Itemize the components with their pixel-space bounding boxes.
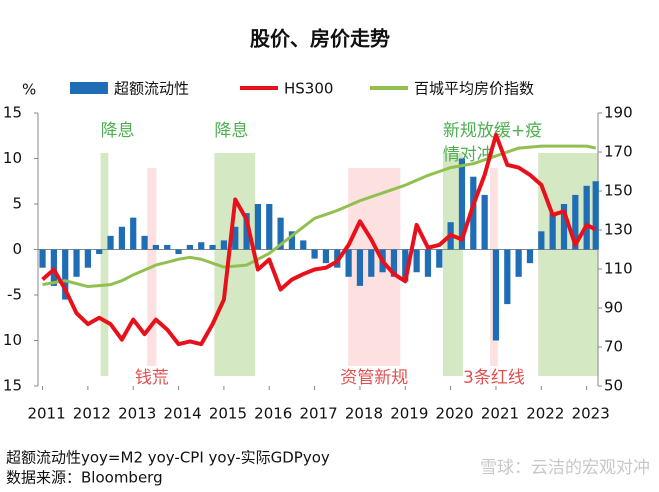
bar — [232, 226, 239, 250]
line — [41, 132, 597, 347]
band — [100, 153, 109, 376]
y-tick-label: 5 — [12, 195, 22, 213]
band-label: 3条红线 — [463, 368, 525, 388]
bar — [492, 249, 500, 341]
bar — [73, 249, 80, 277]
bar — [198, 242, 205, 250]
source: 数据来源：Bloomberg — [6, 469, 163, 487]
band-label: 资管新规 — [340, 368, 408, 388]
band-label: 钱荒 — [135, 368, 169, 388]
y2-tick-label: 70 — [604, 338, 623, 356]
x-tick-label: 2020 — [436, 405, 474, 423]
x-tick-label: 2014 — [163, 405, 201, 423]
y2-tick-label: 170 — [604, 143, 633, 161]
legend-label: 百城平均房价指数 — [414, 80, 534, 98]
y2-tick-label: 130 — [604, 221, 633, 239]
bar — [413, 249, 420, 273]
bar — [288, 231, 296, 250]
y2-tick-label: 190 — [604, 104, 633, 122]
bar — [300, 240, 307, 250]
y-tick-label: 10 — [3, 331, 22, 349]
bar — [549, 213, 556, 250]
y-tick-label: 0 — [12, 240, 22, 258]
bar — [583, 185, 590, 250]
bar — [62, 249, 69, 300]
bar — [164, 244, 171, 250]
watermark: 雪球：云洁的宏观对冲 — [480, 458, 650, 478]
bar — [515, 249, 522, 277]
y-tick-label: 15 — [3, 104, 22, 122]
bar — [345, 249, 352, 277]
legend-swatch — [70, 82, 108, 94]
bar — [141, 235, 148, 250]
bar — [402, 249, 409, 282]
y2-tick-label: 150 — [604, 182, 633, 200]
band-label: 降息 — [101, 121, 135, 141]
bar — [96, 249, 103, 255]
y-axis-unit: % — [22, 81, 36, 99]
x-tick-label: 2015 — [209, 405, 247, 423]
bar — [84, 249, 91, 268]
x-tick-label: 2019 — [390, 405, 428, 423]
bar — [526, 249, 534, 264]
bar — [254, 204, 262, 250]
y-tick-label: -5 — [7, 286, 22, 304]
bar — [266, 204, 273, 250]
bar — [592, 181, 599, 250]
bar — [436, 249, 443, 268]
x-tick-label: 2022 — [526, 405, 564, 423]
bar — [311, 249, 318, 259]
y-tick-label: 10 — [3, 149, 22, 167]
bar — [152, 244, 160, 250]
bar — [458, 158, 466, 250]
x-tick-label: 2023 — [572, 405, 610, 423]
bar — [368, 249, 375, 277]
y2-tick-label: 90 — [604, 299, 623, 317]
bar — [538, 231, 545, 250]
legend-label: 超额流动性 — [114, 80, 189, 98]
line — [42, 144, 597, 289]
y2-tick-label: 50 — [604, 377, 623, 395]
bar — [390, 249, 398, 277]
band-label: 降息 — [214, 121, 248, 141]
y2-tick-label: 110 — [604, 260, 633, 278]
bar — [504, 249, 511, 305]
bar — [130, 217, 137, 250]
band — [442, 153, 463, 376]
y-tick-label: 15 — [3, 377, 22, 395]
bar — [175, 249, 182, 255]
bar — [277, 217, 284, 250]
bar — [356, 249, 364, 286]
bar — [481, 194, 488, 250]
x-tick-label: 2017 — [300, 405, 338, 423]
bar — [424, 249, 432, 277]
bar — [39, 249, 46, 268]
bar — [220, 240, 228, 250]
band-label: 新规放缓+疫 — [443, 121, 542, 141]
chart-title: 股价、房价走势 — [250, 27, 390, 51]
bar — [107, 235, 114, 250]
x-tick-label: 2016 — [254, 405, 292, 423]
bar — [572, 194, 579, 250]
legend-label: HS300 — [284, 80, 333, 98]
bar — [322, 249, 330, 264]
bar — [209, 244, 216, 250]
bar — [186, 244, 194, 250]
x-tick-label: 2018 — [345, 405, 383, 423]
bar — [470, 176, 477, 250]
x-tick-label: 2011 — [27, 405, 65, 423]
note: 超额流动性yoy=M2 yoy-CPI yoy-实际GDPyoy — [6, 449, 330, 467]
x-tick-label: 2013 — [118, 405, 156, 423]
bar — [560, 204, 568, 250]
x-tick-label: 2021 — [481, 405, 519, 423]
x-tick-label: 2012 — [73, 405, 111, 423]
bar — [118, 226, 126, 250]
bar — [243, 213, 250, 250]
